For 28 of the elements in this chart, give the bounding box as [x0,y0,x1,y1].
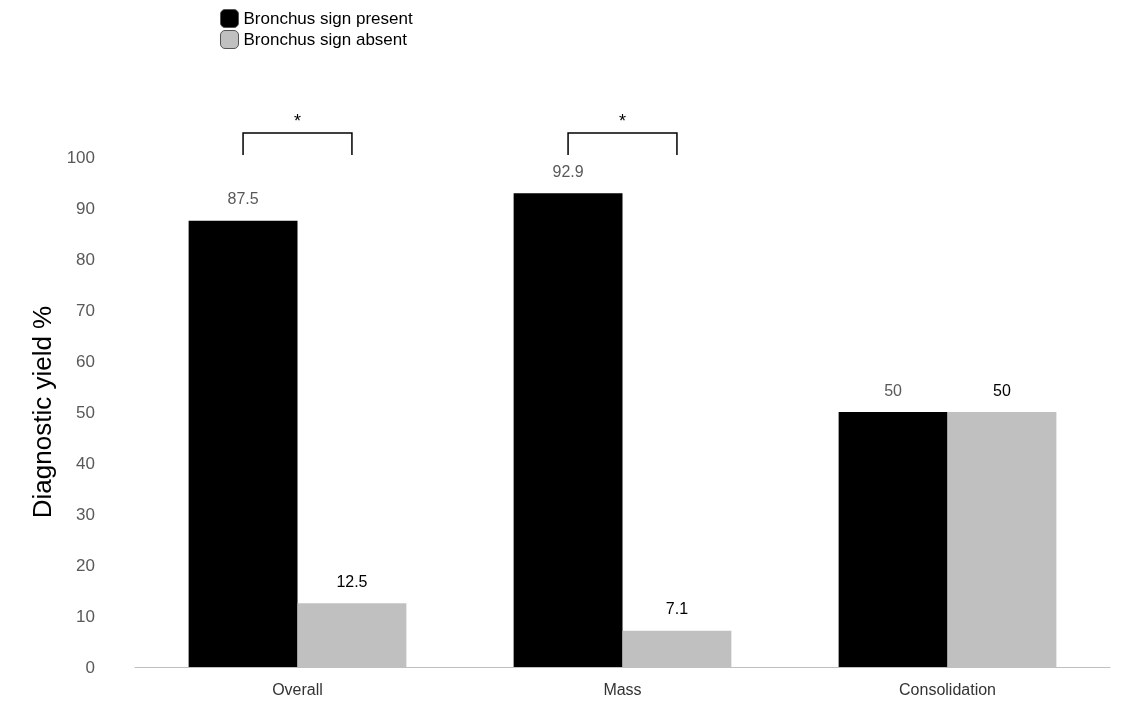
bar [838,412,948,667]
y-tick-label: 90 [76,198,95,218]
data-label: 87.5 [227,190,259,208]
text: * [293,111,302,131]
y-tick-label: 40 [76,453,95,473]
x-tick-label: Overall [272,680,323,698]
data-label: 12.5 [336,572,368,590]
y-tick-label: 30 [76,504,95,524]
y-axis-title: Diagnostic yield % [27,305,57,519]
y-tick-label: 60 [76,351,95,371]
bar [188,220,298,667]
data-label: 50 [993,381,1011,399]
y-tick-label: 80 [76,249,95,269]
legend-label: Bronchus sign present [243,9,413,28]
y-tick-label: 0 [85,657,95,677]
y-tick-label: 70 [76,300,95,320]
y-tick-label: 20 [76,555,95,575]
y-tick-label: 100 [66,147,95,167]
bar [513,193,623,667]
legend-label: Bronchus sign absent [243,30,408,49]
y-tick-label: 10 [76,606,95,626]
y-tick-label: 50 [76,402,95,422]
data-label: 92.9 [552,162,584,180]
x-tick-label: Consolidation [899,680,996,698]
data-label: 50 [884,381,903,399]
data-label: 7.1 [665,600,689,618]
x-tick-label: Mass [603,680,642,698]
text: * [618,111,627,131]
